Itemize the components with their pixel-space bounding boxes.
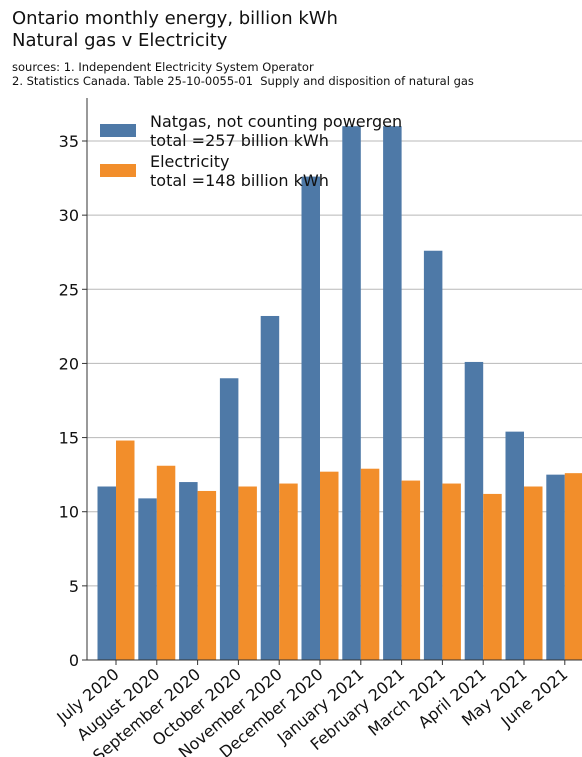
bar — [546, 474, 565, 660]
bar — [423, 250, 443, 660]
bar — [116, 440, 135, 660]
bar — [219, 378, 239, 660]
bar — [342, 126, 361, 661]
legend-label: Natgas, not counting powergen total =257… — [150, 112, 403, 150]
y-tick-label: 15 — [59, 429, 79, 448]
bar — [238, 486, 257, 660]
legend: Natgas, not counting powergen total =257… — [100, 112, 402, 192]
bar — [97, 486, 116, 660]
bar — [464, 361, 484, 660]
bar — [156, 465, 176, 660]
y-tick-label: 35 — [59, 132, 79, 151]
bar — [442, 483, 461, 660]
bar — [197, 490, 217, 660]
y-tick-label: 25 — [59, 280, 79, 299]
bar — [179, 482, 198, 660]
bar — [483, 493, 502, 660]
y-tick-label: 10 — [59, 503, 79, 522]
y-tick-label: 20 — [59, 354, 79, 373]
y-tick-label: 5 — [69, 577, 79, 596]
legend-label: Electricity total =148 billion kWh — [150, 152, 329, 190]
legend-swatch — [100, 124, 136, 137]
bar — [320, 471, 339, 660]
chart-subtitle: sources: 1. Independent Electricity Syst… — [12, 60, 474, 88]
bar — [564, 473, 582, 660]
bar — [301, 176, 320, 660]
bar — [401, 480, 421, 660]
y-tick-label: 0 — [69, 651, 79, 670]
legend-item: Electricity total =148 billion kWh — [100, 152, 402, 190]
y-tick-label: 30 — [59, 206, 79, 225]
bar — [524, 486, 543, 660]
bar — [505, 431, 524, 660]
chart-title: Ontario monthly energy, billion kWh Natu… — [12, 8, 338, 51]
bar — [260, 315, 280, 660]
bar — [383, 126, 402, 661]
bar — [360, 468, 380, 660]
bar — [138, 498, 157, 660]
bar — [279, 483, 298, 660]
legend-item: Natgas, not counting powergen total =257… — [100, 112, 402, 150]
legend-swatch — [100, 164, 136, 177]
